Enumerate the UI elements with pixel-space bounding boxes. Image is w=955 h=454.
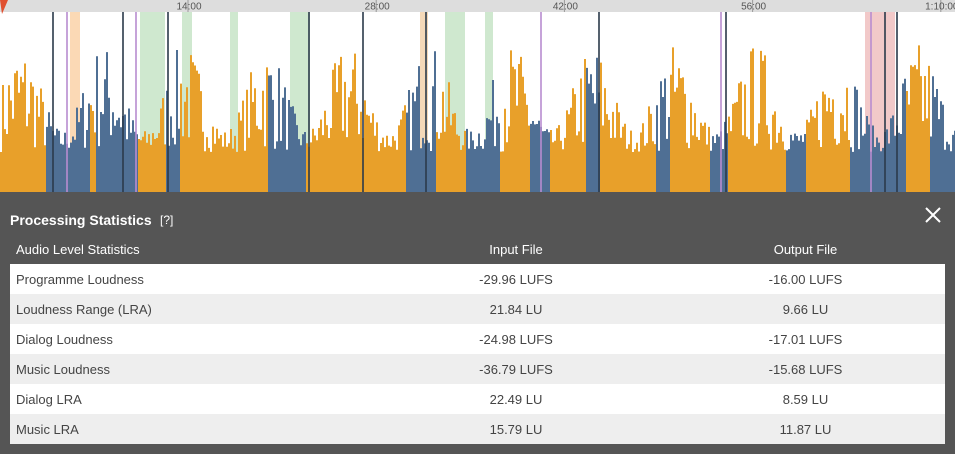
time-ticks: 14:00 28:00 42:00 56:00 1:10:00 [176,0,955,13]
marker-line [598,12,600,192]
marker-line [52,12,54,192]
table-cell: Music LRA [10,414,366,444]
highlight [70,12,80,192]
marker-line [725,12,727,192]
table-cell: -29.96 LUFS [366,264,666,294]
header-cell: Input File [489,241,543,257]
marker-line [122,12,124,192]
statistics-panel: Processing Statistics [?] Audio Level St… [0,192,955,454]
waveform-music [0,45,930,192]
table-row: Loudness Range (LRA) 21.84 LU 9.66 LU [10,294,945,324]
table-cell: Dialog Loudness [10,324,366,354]
statistics-table: Audio Level Statistics Input File Output… [10,234,945,444]
highlight [230,12,238,192]
time-ruler [0,0,955,12]
table-row: Dialog LRA 22.49 LU 8.59 LU [10,384,945,414]
close-button[interactable] [922,204,944,226]
table-cell: Dialog LRA [10,384,366,414]
tick-label: 42:00 [553,2,578,13]
waveform-dialog [0,50,955,192]
marker-line [870,12,872,192]
table-cell: 15.79 LU [366,414,666,444]
tick-label: 28:00 [365,2,390,13]
table-cell: 9.66 LU [666,294,945,324]
table-cell: -15.68 LUFS [666,354,945,384]
table-cell: -16.00 LUFS [666,264,945,294]
header-cell: Audio Level Statistics [16,241,140,257]
marker-line [896,12,898,192]
close-icon [925,207,941,223]
marker-line [135,12,137,192]
table-cell: -36.79 LUFS [366,354,666,384]
marker-line [66,12,68,192]
table-cell: Loudness Range (LRA) [10,294,366,324]
waveform [0,12,955,192]
waveform-timeline: 14:00 28:00 42:00 56:00 1:10:00 [0,0,955,192]
table-body: Programme Loudness -29.96 LUFS -16.00 LUFS… [10,264,945,444]
table-header: Audio Level Statistics Input File Output… [10,234,945,264]
highlight [420,12,428,192]
table-cell: -17.01 LUFS [666,324,945,354]
table-cell: 8.59 LU [666,384,945,414]
help-link[interactable]: [?] [160,213,174,227]
table-row: Dialog Loudness -24.98 LUFS -17.01 LUFS [10,324,945,354]
marker-line [167,12,169,192]
table-row: Music Loudness -36.79 LUFS -15.68 LUFS [10,354,945,384]
header-cell: Output File [773,241,838,257]
playhead [0,0,8,14]
table-cell: Programme Loudness [10,264,366,294]
tick-label: 56:00 [741,2,766,13]
table-cell: 22.49 LU [366,384,666,414]
marker-line [362,12,364,192]
panel-title: Processing Statistics [10,212,152,228]
table-cell: 21.84 LU [366,294,666,324]
highlight [485,12,493,192]
marker-line [425,12,427,192]
table-row: Music LRA 15.79 LU 11.87 LU [10,414,945,444]
table-cell: Music Loudness [10,354,366,384]
marker-line [884,12,886,192]
marker-line [720,12,722,192]
table-cell: -24.98 LUFS [366,324,666,354]
table-row: Programme Loudness -29.96 LUFS -16.00 LUFS [10,264,945,294]
marker-line [308,12,310,192]
table-cell: 11.87 LU [666,414,945,444]
tick-label: 14:00 [176,2,201,13]
tick-label: 1:10:00 [925,2,955,13]
marker-line [540,12,542,192]
